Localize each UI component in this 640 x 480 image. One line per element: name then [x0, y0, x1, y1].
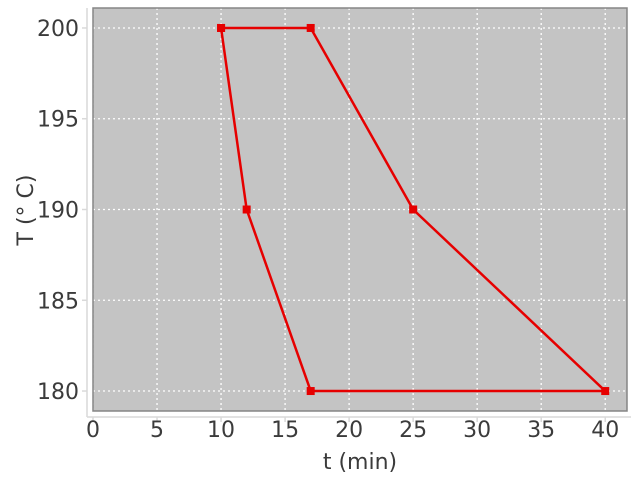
data-point-marker	[217, 23, 226, 32]
y-tick-label: 200	[37, 17, 79, 42]
y-tick-label: 185	[37, 289, 79, 314]
tick-labels: 0 5 10 15 20 25 30 35 40 180 185 190 195 200	[37, 17, 619, 443]
data-point-marker	[306, 387, 315, 396]
plot-border	[92, 7, 628, 412]
x-tick-label: 15	[271, 418, 299, 443]
y-tick-label: 180	[37, 380, 79, 405]
x-tick-label: 20	[335, 418, 363, 443]
x-axis-label: t (min)	[323, 450, 397, 475]
data-point-marker	[306, 23, 315, 32]
y-tick-label: 195	[37, 108, 79, 133]
x-tick-label: 5	[150, 418, 164, 443]
data-point-marker	[242, 205, 251, 214]
data-series	[217, 23, 610, 396]
x-tick-label: 30	[463, 418, 491, 443]
x-tick-label: 0	[86, 418, 100, 443]
y-tick-label: 190	[37, 199, 79, 224]
data-point-marker	[601, 387, 610, 396]
y-axis-label: T (° C)	[14, 175, 39, 247]
x-tick-label: 35	[527, 418, 555, 443]
x-tick-label: 40	[591, 418, 619, 443]
x-tick-label: 25	[399, 418, 427, 443]
axes-spines	[82, 8, 631, 422]
x-tick-label: 10	[207, 418, 235, 443]
data-point-marker	[409, 205, 418, 214]
